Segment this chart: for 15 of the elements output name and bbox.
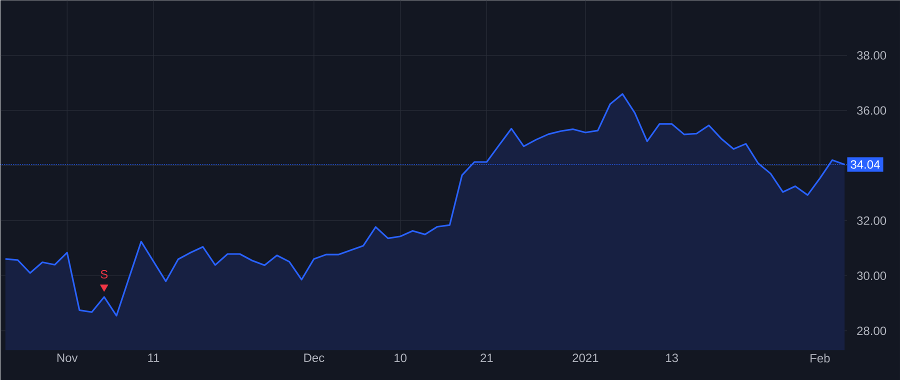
y-tick-label: 38.00: [857, 51, 886, 60]
x-tick-label: Nov: [57, 354, 78, 362]
y-tick-label: 28.00: [857, 326, 886, 336]
y-tick-label: 30.00: [857, 271, 886, 280]
x-tick-label: 2021: [572, 354, 598, 362]
ref-line-label: 34.04: [850, 160, 880, 169]
x-tick-label: Feb: [810, 354, 830, 362]
x-tick-label: 21: [480, 354, 493, 362]
x-tick-label: Dec: [304, 354, 324, 362]
x-tick-label: 10: [394, 354, 407, 362]
y-tick-label: 36.00: [857, 106, 886, 115]
y-tick-label: 32.00: [857, 216, 886, 225]
x-tick-label: 13: [666, 354, 678, 362]
annotation: S: [100, 270, 108, 278]
x-tick-label: 11: [148, 354, 160, 362]
